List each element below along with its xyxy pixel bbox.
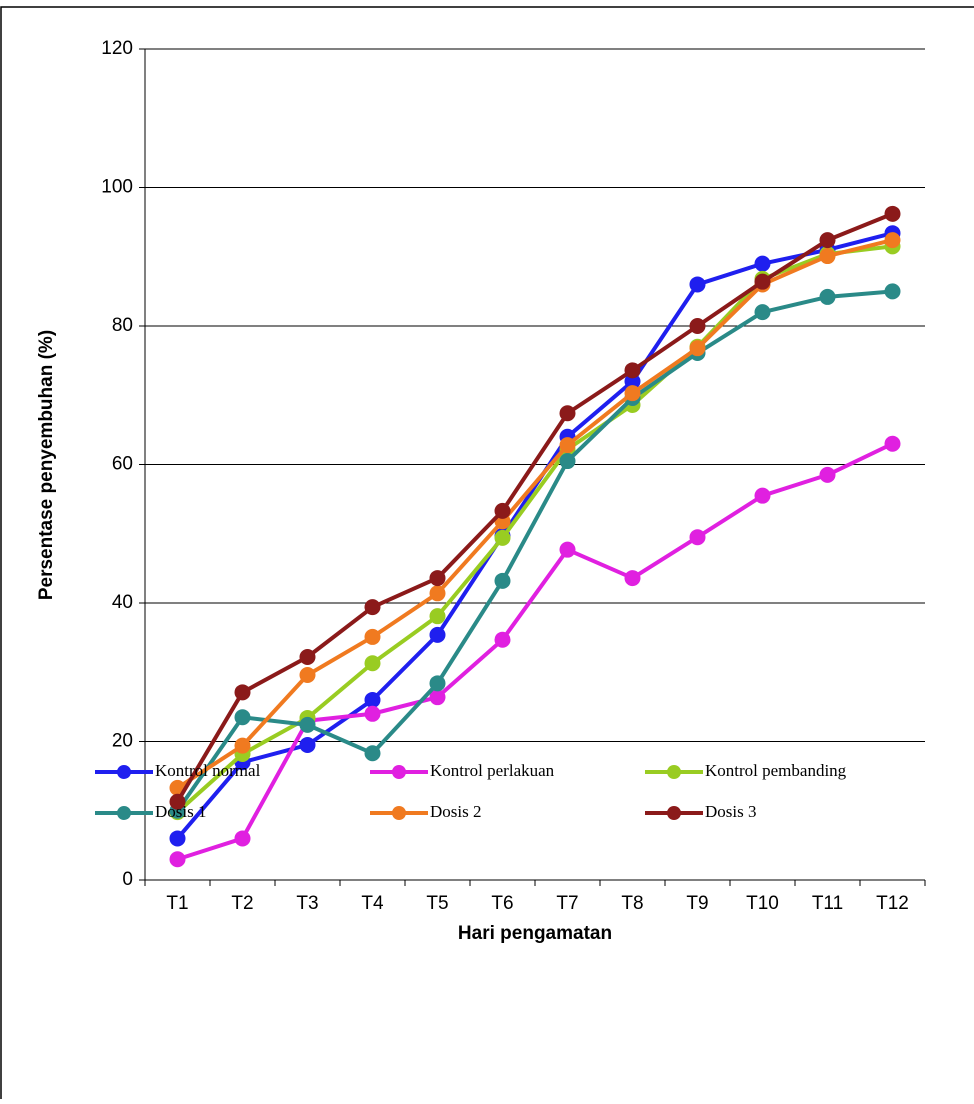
point: [625, 570, 641, 586]
point: [690, 276, 706, 292]
x-tick-label: T8: [621, 893, 643, 914]
x-tick-label: T7: [556, 893, 578, 914]
legend-label: Kontrol perlakuan: [430, 761, 555, 780]
point: [170, 851, 186, 867]
y-tick-label: 20: [112, 731, 133, 752]
point: [235, 709, 251, 725]
point: [430, 675, 446, 691]
point: [885, 436, 901, 452]
y-tick-label: 60: [112, 454, 133, 475]
y-axis-title: Persentase penyembuhan (%): [36, 330, 57, 600]
point: [365, 629, 381, 645]
point: [235, 830, 251, 846]
legend-label: Kontrol pembanding: [705, 761, 847, 780]
point: [495, 573, 511, 589]
legend-label: Dosis 3: [705, 802, 756, 821]
y-tick-label: 80: [112, 315, 133, 336]
legend-label: Kontrol normal: [155, 761, 261, 780]
point: [820, 232, 836, 248]
point: [300, 667, 316, 683]
point: [365, 599, 381, 615]
x-tick-label: T5: [426, 893, 448, 914]
point: [430, 585, 446, 601]
point: [625, 385, 641, 401]
point: [755, 256, 771, 272]
point: [820, 289, 836, 305]
point: [690, 340, 706, 356]
x-tick-label: T2: [231, 893, 253, 914]
chart: Hari pengamatan Persentase penyembuhan (…: [0, 0, 974, 1099]
y-tick-label: 0: [122, 869, 133, 890]
point: [430, 570, 446, 586]
point: [820, 467, 836, 483]
point: [430, 608, 446, 624]
x-tick-label: T12: [876, 893, 909, 914]
y-tick-label: 40: [112, 592, 133, 613]
point: [300, 649, 316, 665]
point: [235, 684, 251, 700]
point: [495, 503, 511, 519]
point: [560, 542, 576, 558]
point: [625, 362, 641, 378]
x-tick-label: T10: [746, 893, 779, 914]
point: [560, 437, 576, 453]
legend-marker: [667, 806, 681, 820]
x-tick-label: T9: [686, 893, 708, 914]
point: [170, 830, 186, 846]
point: [755, 304, 771, 320]
point: [495, 632, 511, 648]
point: [235, 738, 251, 754]
legend-marker: [667, 765, 681, 779]
y-tick-label: 100: [101, 177, 133, 198]
x-tick-label: T6: [491, 893, 513, 914]
point: [365, 745, 381, 761]
x-tick-label: T11: [812, 893, 843, 914]
point: [365, 692, 381, 708]
legend-marker: [117, 765, 131, 779]
legend-label: Dosis 2: [430, 802, 481, 821]
point: [365, 706, 381, 722]
point: [885, 232, 901, 248]
point: [560, 405, 576, 421]
point: [495, 530, 511, 546]
point: [755, 488, 771, 504]
legend-marker: [392, 765, 406, 779]
x-tick-label: T4: [361, 893, 384, 914]
legend-label: Dosis 1: [155, 802, 206, 821]
point: [560, 453, 576, 469]
legend-marker: [117, 806, 131, 820]
point: [885, 283, 901, 299]
point: [690, 529, 706, 545]
x-tick-label: T1: [166, 893, 188, 914]
point: [690, 318, 706, 334]
y-tick-label: 120: [101, 38, 133, 59]
x-tick-label: T3: [296, 893, 318, 914]
point: [755, 274, 771, 290]
point: [300, 717, 316, 733]
point: [885, 206, 901, 222]
point: [430, 627, 446, 643]
legend-marker: [392, 806, 406, 820]
x-axis-title: Hari pengamatan: [458, 923, 612, 944]
point: [365, 655, 381, 671]
point: [820, 248, 836, 264]
point: [300, 737, 316, 753]
